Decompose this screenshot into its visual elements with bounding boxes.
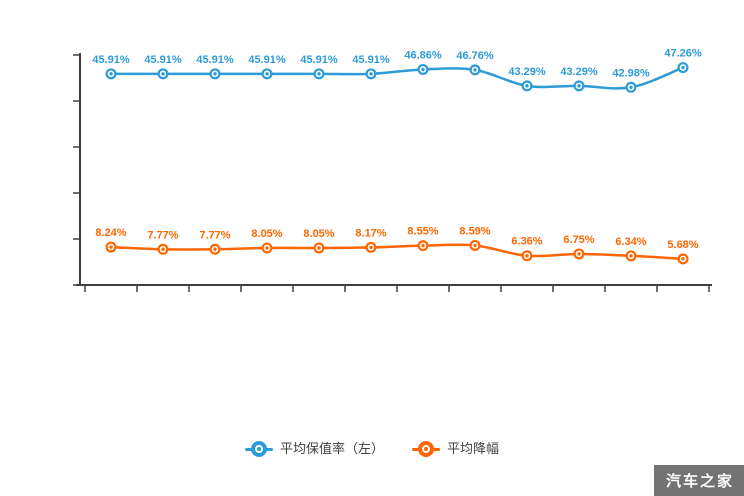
svg-text:45.91%: 45.91% (92, 54, 130, 66)
svg-text:8.17%: 8.17% (355, 227, 386, 239)
svg-text:47.26%: 47.26% (664, 48, 702, 60)
svg-text:8.55%: 8.55% (407, 226, 438, 238)
svg-text:8.05%: 8.05% (251, 228, 282, 240)
svg-text:46.86%: 46.86% (404, 49, 442, 61)
legend-item-series-1[interactable]: 平均保值率（左） (244, 441, 384, 457)
svg-text:43.29%: 43.29% (508, 66, 546, 78)
line-marker-icon (412, 441, 440, 457)
svg-text:8.59%: 8.59% (459, 225, 490, 237)
svg-text:45.91%: 45.91% (248, 54, 286, 66)
legend-label: 平均降幅 (447, 441, 500, 456)
svg-text:8.24%: 8.24% (95, 227, 126, 239)
watermark: 汽车之家 (653, 465, 744, 496)
svg-text:45.91%: 45.91% (196, 54, 234, 66)
svg-text:42.98%: 42.98% (612, 67, 650, 79)
svg-text:7.77%: 7.77% (147, 229, 178, 241)
svg-text:46.76%: 46.76% (456, 50, 494, 62)
svg-text:6.36%: 6.36% (511, 236, 542, 248)
svg-text:43.29%: 43.29% (560, 66, 598, 78)
line-marker-icon (244, 441, 273, 457)
svg-text:5.68%: 5.68% (667, 239, 698, 251)
legend-item-series-2[interactable]: 平均降幅 (412, 441, 499, 457)
svg-text:7.77%: 7.77% (199, 229, 230, 241)
svg-text:6.75%: 6.75% (563, 234, 594, 246)
legend: 平均保值率（左） 平均降幅 (0, 441, 744, 457)
svg-text:6.34%: 6.34% (615, 236, 646, 248)
svg-text:45.91%: 45.91% (144, 54, 182, 66)
svg-text:8.05%: 8.05% (303, 228, 334, 240)
svg-text:45.91%: 45.91% (352, 54, 390, 66)
legend-label: 平均保值率（左） (279, 441, 384, 456)
svg-text:45.91%: 45.91% (300, 54, 338, 66)
